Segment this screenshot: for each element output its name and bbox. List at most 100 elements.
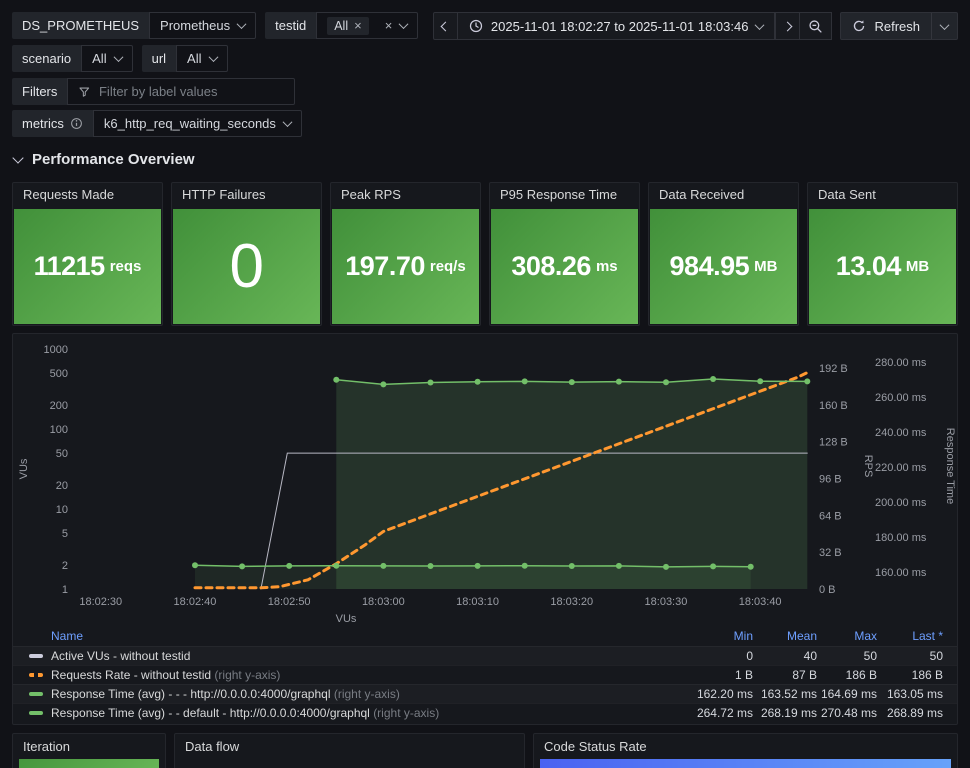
legend-value-cell: 268.19 ms [760,706,817,720]
panel-title[interactable]: Data Sent [818,187,876,202]
time-range-button[interactable]: 2025-11-01 18:02:27 to 2025-11-01 18:03:… [457,12,776,40]
time-shift-back-button[interactable] [432,12,458,40]
x-tick-label: 18:03:00 [362,596,405,608]
axis-tick-label: 220.00 ms [875,462,927,474]
stat-value-area: 13.04 MB [809,209,956,324]
data-point [757,378,764,385]
legend-table: Name Min Mean Max Last * Active VUs - without… [13,626,957,722]
variable-testid-label: testid [265,12,317,39]
legend-row: Response Time (avg) - - default - http:/… [13,703,957,722]
legend-header-mean[interactable]: Mean [786,629,817,643]
series-color-swatch [29,673,43,677]
series-color-swatch [29,711,43,715]
variable-testid-select[interactable]: All × × [316,12,419,39]
metrics-label: metrics [12,110,93,137]
panel-title[interactable]: HTTP Failures [182,187,266,202]
metrics-select[interactable]: k6_http_req_waiting_seconds [92,110,302,137]
data-point [804,378,811,385]
legend-value-cell: 268.89 ms [886,706,943,720]
axis-tick-label: 500 [50,368,68,380]
panel-title[interactable]: P95 Response Time [500,187,618,202]
filter-by-label-input[interactable] [98,84,285,99]
x-tick-label: 18:03:30 [645,596,688,608]
chevron-down-icon [398,19,409,30]
timeseries-panel: 1000 500 200 100 50 20 10 5 2 1 VUs 18:02:30 18:02:4… [12,333,958,725]
variable-scenario-select[interactable]: All [81,45,133,72]
data-point [710,376,717,382]
panel-title[interactable]: Requests Made [23,187,115,202]
stat-unit: MB [905,258,930,275]
axis-tick-label: 192 B [819,363,848,375]
time-shift-forward-button[interactable] [775,12,801,40]
stat-unit: ms [595,258,618,275]
series-color-swatch [29,692,43,696]
axis-tick-label: 128 B [819,437,848,449]
iteration-value-bar [19,759,159,768]
stat-panel-peak-rps: Peak RPS 197.70 req/s [330,182,481,326]
variable-ds-select[interactable]: Prometheus [149,12,257,39]
stat-value: 11215 [33,251,106,281]
variable-ds-label: DS_PROMETHEUS [12,12,150,39]
panel-title[interactable]: Iteration [23,739,70,754]
testid-chip-all[interactable]: All × [327,16,369,35]
legend-series-name[interactable]: Response Time (avg) - - - http://0.0.0.0… [51,687,400,701]
section-performance-overview[interactable]: Performance Overview [12,151,195,168]
panel-data-flow: Data flow [174,733,525,768]
legend-series-name[interactable]: Response Time (avg) - - default - http:/… [51,706,440,720]
timeseries-svg[interactable]: 1000 500 200 100 50 20 10 5 2 1 VUs 18:02:30 18:02:4… [13,334,957,626]
axis-tick-label: 64 B [819,510,842,522]
axis-tick-label: 50 [56,448,68,460]
axis-tick-label: 160 B [819,400,848,412]
zoom-out-time-button[interactable] [800,12,833,40]
axis-tick-label: 240.00 ms [875,427,927,439]
legend-header-row: Name Min Mean Max Last * [13,626,957,646]
stat-unit: reqs [109,258,142,275]
panel-title[interactable]: Code Status Rate [544,739,647,754]
variable-ds-prometheus: DS_PROMETHEUS Prometheus [12,12,257,39]
timeseries-plot-area[interactable]: 1000 500 200 100 50 20 10 5 2 1 VUs 18:02:30 18:02:4… [13,334,957,631]
stat-panel-p95-response-time: P95 Response Time 308.26 ms [489,182,640,326]
data-point [747,563,754,570]
legend-header-last[interactable]: Last * [912,629,943,643]
chevron-down-icon [113,52,124,63]
axis-tick-label: 10 [56,504,68,516]
axis-tick-label: 0 B [819,584,836,596]
axis-tick-label: 260.00 ms [875,392,927,404]
axis-tick-label: 32 B [819,547,842,559]
filters-input-wrap [67,78,296,105]
right-axis-note: (right y-axis) [333,687,400,701]
variable-url: url All [141,45,228,72]
data-point [427,379,434,386]
chip-remove-icon[interactable]: × [354,18,362,33]
legend-value-cell: 270.48 ms [820,706,877,720]
axis-tick-label: 1000 [44,344,68,356]
refresh-icon [854,20,865,32]
legend-value-cell: 186 B [911,668,943,682]
stat-value: 13.04 [835,251,902,281]
legend-header-min[interactable]: Min [733,629,753,643]
clear-selection-icon[interactable]: × [384,18,393,33]
time-range-text: 2025-11-01 18:02:27 to 2025-11-01 18:03:… [490,18,749,34]
axis-tick-label: 280.00 ms [875,357,927,369]
panel-title[interactable]: Data Received [659,187,745,202]
stat-unit: req/s [429,258,466,275]
chevron-down-icon [755,19,765,30]
metrics-label-text: metrics [22,116,64,131]
stat-unit: MB [754,258,778,275]
refresh-button[interactable]: Refresh [841,13,931,39]
legend-series-name[interactable]: Active VUs - without testid [51,649,191,663]
legend-value-cell: 40 [803,649,817,663]
chevron-right-icon [783,21,793,31]
refresh-interval-dropdown[interactable] [931,13,957,39]
info-icon[interactable] [70,117,83,130]
variable-url-select[interactable]: All [176,45,228,72]
panel-title[interactable]: Peak RPS [341,187,401,202]
legend-header-max[interactable]: Max [854,629,877,643]
stat-value: 308.26 [511,251,591,281]
chevron-left-icon [440,21,451,31]
axis-tick-label: 96 B [819,474,842,486]
panel-title[interactable]: Data flow [185,739,240,754]
legend-series-name[interactable]: Requests Rate - without testid (right y-… [51,668,281,682]
legend-header-name[interactable]: Name [51,629,84,643]
filters-row: Filters [12,78,296,105]
